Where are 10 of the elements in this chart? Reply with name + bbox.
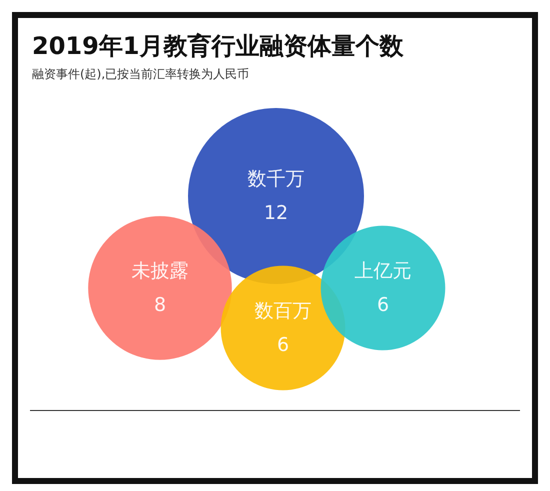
data-label: 12: [264, 202, 288, 224]
category-label: 数百万: [254, 300, 312, 322]
category-label: 数千万: [248, 168, 304, 190]
category-label: 未披露: [132, 260, 188, 282]
data-label: 6: [376, 294, 390, 316]
data-label: 8: [154, 294, 166, 316]
data-label: 6: [276, 334, 290, 356]
text: 2019年1月教育行业融资体量个数: [32, 31, 404, 62]
category-label: 上亿元: [354, 260, 412, 282]
text: 融资事件(起),已按当前汇率转换为人民币: [32, 66, 250, 83]
